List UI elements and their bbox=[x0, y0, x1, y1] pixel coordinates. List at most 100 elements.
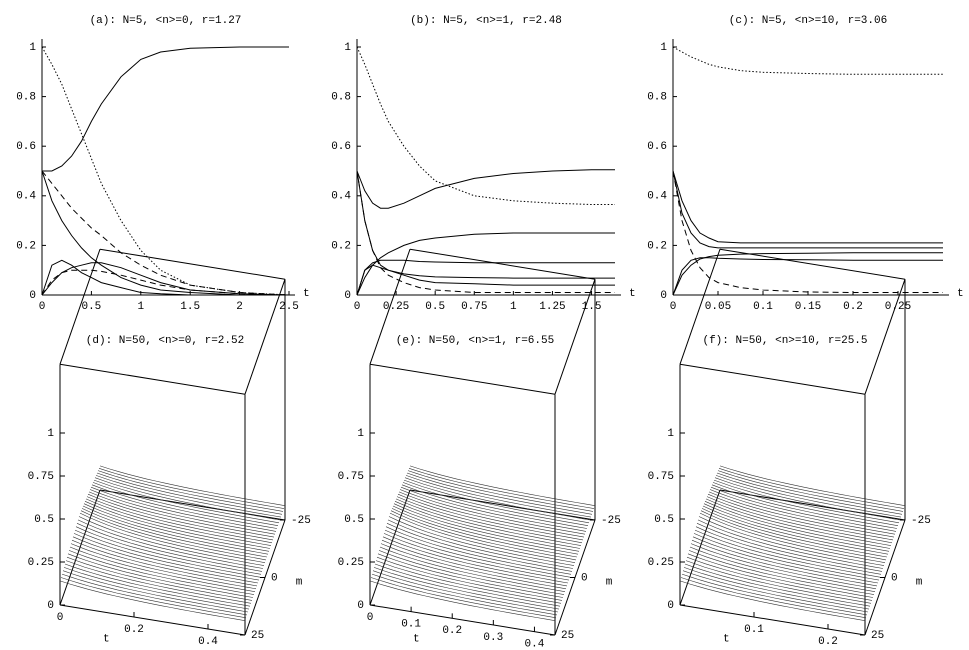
box-edge bbox=[369, 363, 556, 395]
surface-line bbox=[394, 501, 581, 549]
x-axis-label: t bbox=[723, 633, 730, 645]
y-tick-label: 0.6 bbox=[647, 141, 667, 153]
t-tick-label: 0.1 bbox=[744, 624, 764, 636]
x-tick-label: 0.25 bbox=[383, 301, 409, 313]
surface-line bbox=[87, 493, 274, 541]
y-tick-label: 0.6 bbox=[16, 141, 36, 153]
m-tick-label: 0 bbox=[271, 572, 278, 584]
surface-line bbox=[683, 567, 870, 610]
surface-line bbox=[712, 482, 899, 526]
curve bbox=[356, 232, 615, 296]
surface-line bbox=[719, 465, 906, 506]
x-tick-label: 0 bbox=[670, 301, 677, 313]
surface-line bbox=[705, 498, 892, 546]
surface-line bbox=[91, 484, 278, 529]
surface-line bbox=[83, 503, 270, 552]
surface-line bbox=[370, 577, 557, 619]
x-tick-label: 1.5 bbox=[180, 301, 200, 313]
surface-line bbox=[692, 536, 879, 584]
m-tick-label: 25 bbox=[251, 630, 264, 642]
surface-line bbox=[371, 573, 558, 616]
surface-line bbox=[706, 496, 893, 544]
surface-line bbox=[377, 553, 564, 598]
surface-line bbox=[60, 577, 247, 619]
surface-line bbox=[699, 512, 886, 563]
t-tick-label: 0 bbox=[367, 612, 374, 624]
surface-line bbox=[408, 468, 595, 509]
box-edge bbox=[679, 604, 866, 636]
x-tick-label: 0.25 bbox=[885, 301, 911, 313]
surface-line bbox=[374, 563, 561, 607]
surface-line bbox=[681, 573, 868, 616]
surface-line bbox=[94, 477, 281, 521]
surface-line bbox=[688, 550, 875, 595]
panel-title: (c): N=5, <n>=10, r=3.06 bbox=[729, 15, 887, 27]
y-tick-label: 0.8 bbox=[331, 92, 351, 104]
y-tick-label: 0.4 bbox=[647, 191, 667, 203]
surface-line bbox=[380, 543, 567, 590]
z-tick-label: 0.25 bbox=[28, 557, 54, 569]
surface-line bbox=[372, 570, 559, 613]
surface-line bbox=[689, 546, 876, 592]
x-tick-label: 1.5 bbox=[582, 301, 602, 313]
z-tick-label: 0 bbox=[47, 600, 54, 612]
surface-line bbox=[64, 563, 251, 607]
surface-line bbox=[397, 493, 584, 541]
surface-line bbox=[713, 479, 900, 524]
surface-line bbox=[691, 539, 878, 587]
surface-line bbox=[716, 472, 903, 515]
box-edge bbox=[719, 248, 906, 280]
surface-line bbox=[61, 573, 248, 616]
x-tick-label: 0.75 bbox=[461, 301, 487, 313]
surface-line bbox=[718, 468, 905, 509]
surface-line bbox=[693, 533, 880, 581]
z-tick-label: 0.5 bbox=[344, 514, 364, 526]
z-tick-label: 0.5 bbox=[654, 514, 674, 526]
surface-line bbox=[685, 560, 872, 604]
curve bbox=[41, 269, 290, 296]
surface-line bbox=[707, 493, 894, 541]
surface-line bbox=[708, 491, 895, 538]
curve bbox=[672, 257, 943, 296]
surface-line bbox=[84, 501, 271, 549]
x-tick-label: 0.5 bbox=[81, 301, 101, 313]
surface-line bbox=[78, 516, 265, 566]
surface-line bbox=[59, 580, 246, 621]
x-tick-label: 2 bbox=[236, 301, 243, 313]
surface-line bbox=[696, 523, 883, 572]
y-tick-label: 0.2 bbox=[331, 240, 351, 252]
box-edge bbox=[59, 249, 101, 365]
y-tick-label: 1 bbox=[344, 42, 351, 54]
m-tick-label: 25 bbox=[871, 630, 884, 642]
curve bbox=[356, 259, 615, 296]
surface-line bbox=[398, 491, 585, 538]
x-axis-label: t bbox=[957, 288, 964, 300]
surface-line bbox=[378, 550, 565, 595]
y-tick-label: 0.8 bbox=[16, 92, 36, 104]
surface-line bbox=[392, 505, 579, 555]
surface-line bbox=[395, 498, 582, 546]
surface-line bbox=[67, 553, 254, 598]
surface-line bbox=[388, 516, 575, 566]
y-tick-label: 0.2 bbox=[647, 240, 667, 252]
surface-line bbox=[686, 556, 873, 601]
y-tick-label: 0 bbox=[660, 290, 667, 302]
x-axis-label: t bbox=[303, 288, 310, 300]
surface-line bbox=[682, 570, 869, 613]
x-tick-label: 0 bbox=[39, 301, 46, 313]
surface-line bbox=[90, 486, 277, 532]
surface-line bbox=[373, 567, 560, 610]
x-tick-label: 0.15 bbox=[795, 301, 821, 313]
surface-line bbox=[700, 510, 887, 561]
surface-line bbox=[92, 482, 279, 526]
z-tick-label: 0.75 bbox=[648, 471, 674, 483]
surface-line bbox=[71, 539, 258, 587]
surface-line bbox=[72, 536, 259, 584]
surface-line bbox=[93, 479, 280, 524]
t-tick-label: 0.2 bbox=[442, 625, 462, 637]
z-tick-label: 0.75 bbox=[28, 471, 54, 483]
curve bbox=[41, 170, 289, 296]
surface-line bbox=[389, 512, 576, 563]
panel-title: (d): N=50, <n>=0, r=2.52 bbox=[86, 335, 244, 347]
x-tick-label: 0 bbox=[354, 301, 361, 313]
